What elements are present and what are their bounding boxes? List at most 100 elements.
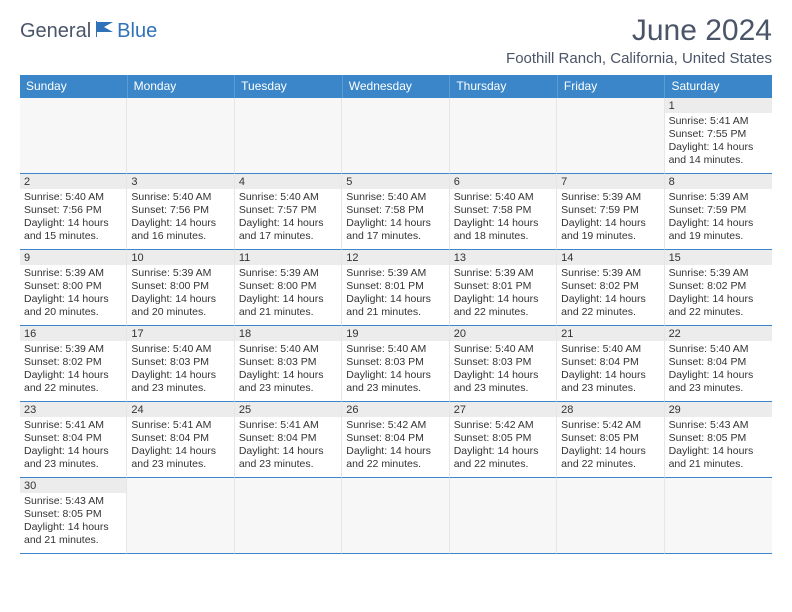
daynum-bar: 9: [20, 250, 126, 265]
daynum-bar: 17: [127, 326, 233, 341]
day-number: 29: [669, 404, 768, 416]
sunset-text: Sunset: 8:02 PM: [669, 280, 768, 293]
location: Foothill Ranch, California, United State…: [506, 50, 772, 67]
sunset-text: Sunset: 8:05 PM: [561, 432, 659, 445]
sunrise-text: Sunrise: 5:41 AM: [24, 419, 122, 432]
day-number: 18: [239, 328, 337, 340]
daylight-text: Daylight: 14 hours and 23 minutes.: [346, 369, 444, 395]
sunrise-text: Sunrise: 5:39 AM: [561, 191, 659, 204]
daylight-text: Daylight: 14 hours and 22 minutes.: [24, 369, 122, 395]
sunrise-text: Sunrise: 5:40 AM: [131, 343, 229, 356]
daylight-text: Daylight: 14 hours and 21 minutes.: [239, 293, 337, 319]
daylight-text: Daylight: 14 hours and 18 minutes.: [454, 217, 552, 243]
day-number: 6: [454, 176, 552, 188]
day-number: 26: [346, 404, 444, 416]
flag-icon: [95, 20, 117, 43]
sunset-text: Sunset: 8:03 PM: [346, 356, 444, 369]
day-body: Sunrise: 5:39 AMSunset: 8:00 PMDaylight:…: [235, 265, 341, 323]
sunrise-text: Sunrise: 5:39 AM: [669, 191, 768, 204]
daylight-text: Daylight: 14 hours and 20 minutes.: [131, 293, 229, 319]
day-number: 5: [346, 176, 444, 188]
day-body: Sunrise: 5:42 AMSunset: 8:05 PMDaylight:…: [450, 417, 556, 475]
weekday-header: Friday: [558, 75, 666, 98]
day-body: Sunrise: 5:39 AMSunset: 8:01 PMDaylight:…: [450, 265, 556, 323]
calendar-cell-blank: [450, 478, 557, 554]
calendar-cell: 3Sunrise: 5:40 AMSunset: 7:56 PMDaylight…: [127, 174, 234, 250]
day-body: Sunrise: 5:39 AMSunset: 8:02 PMDaylight:…: [665, 265, 772, 323]
day-body: Sunrise: 5:39 AMSunset: 8:02 PMDaylight:…: [20, 341, 126, 399]
day-body: Sunrise: 5:40 AMSunset: 7:57 PMDaylight:…: [235, 189, 341, 247]
sunset-text: Sunset: 8:03 PM: [131, 356, 229, 369]
day-body: Sunrise: 5:40 AMSunset: 7:56 PMDaylight:…: [127, 189, 233, 247]
sunset-text: Sunset: 8:01 PM: [454, 280, 552, 293]
daylight-text: Daylight: 14 hours and 23 minutes.: [131, 369, 229, 395]
calendar-cell: 25Sunrise: 5:41 AMSunset: 8:04 PMDayligh…: [235, 402, 342, 478]
calendar-cell-blank: [342, 98, 449, 174]
daylight-text: Daylight: 14 hours and 14 minutes.: [669, 141, 768, 167]
daylight-text: Daylight: 14 hours and 19 minutes.: [561, 217, 659, 243]
daynum-bar: 15: [665, 250, 772, 265]
brand-logo: General Blue: [20, 20, 157, 43]
calendar-cell: 11Sunrise: 5:39 AMSunset: 8:00 PMDayligh…: [235, 250, 342, 326]
calendar-cell: 28Sunrise: 5:42 AMSunset: 8:05 PMDayligh…: [557, 402, 664, 478]
daynum-bar: 23: [20, 402, 126, 417]
day-number: 14: [561, 252, 659, 264]
daynum-bar: 6: [450, 174, 556, 189]
sunrise-text: Sunrise: 5:43 AM: [669, 419, 768, 432]
calendar-cell: 24Sunrise: 5:41 AMSunset: 8:04 PMDayligh…: [127, 402, 234, 478]
calendar-cell: 29Sunrise: 5:43 AMSunset: 8:05 PMDayligh…: [665, 402, 772, 478]
day-body: Sunrise: 5:40 AMSunset: 8:03 PMDaylight:…: [235, 341, 341, 399]
calendar-cell-blank: [127, 98, 234, 174]
weekday-header: Wednesday: [343, 75, 451, 98]
calendar-cell-blank: [342, 478, 449, 554]
sunrise-text: Sunrise: 5:42 AM: [561, 419, 659, 432]
day-number: 24: [131, 404, 229, 416]
calendar-grid: 1Sunrise: 5:41 AMSunset: 7:55 PMDaylight…: [20, 98, 772, 554]
calendar-cell-blank: [557, 478, 664, 554]
calendar-cell-blank: [557, 98, 664, 174]
sunrise-text: Sunrise: 5:42 AM: [454, 419, 552, 432]
daylight-text: Daylight: 14 hours and 17 minutes.: [239, 217, 337, 243]
day-body: Sunrise: 5:42 AMSunset: 8:05 PMDaylight:…: [557, 417, 663, 475]
daynum-bar: 10: [127, 250, 233, 265]
daynum-bar: 19: [342, 326, 448, 341]
calendar-cell: 17 Sunrise: 5:40 AMSunset: 8:03 PMDayligh…: [127, 326, 234, 402]
day-number: 25: [239, 404, 337, 416]
weekday-header: Saturday: [665, 75, 772, 98]
calendar-cell: 9Sunrise: 5:39 AMSunset: 8:00 PMDaylight…: [20, 250, 127, 326]
sunset-text: Sunset: 7:58 PM: [346, 204, 444, 217]
calendar-cell: 15Sunrise: 5:39 AMSunset: 8:02 PMDayligh…: [665, 250, 772, 326]
sunrise-text: Sunrise: 5:39 AM: [454, 267, 552, 280]
daylight-text: Daylight: 14 hours and 23 minutes.: [561, 369, 659, 395]
daynum-bar: 7: [557, 174, 663, 189]
day-number: 13: [454, 252, 552, 264]
calendar-cell: 23Sunrise: 5:41 AMSunset: 8:04 PMDayligh…: [20, 402, 127, 478]
daynum-bar: 16: [20, 326, 126, 341]
daylight-text: Daylight: 14 hours and 23 minutes.: [239, 445, 337, 471]
calendar-cell: 26Sunrise: 5:42 AMSunset: 8:04 PMDayligh…: [342, 402, 449, 478]
sunset-text: Sunset: 8:05 PM: [24, 508, 122, 521]
daynum-bar: 28: [557, 402, 663, 417]
weekday-header: Monday: [128, 75, 236, 98]
daynum-bar: 20: [450, 326, 556, 341]
sunrise-text: Sunrise: 5:40 AM: [346, 343, 444, 356]
daylight-text: Daylight: 14 hours and 22 minutes.: [454, 293, 552, 319]
sunset-text: Sunset: 8:04 PM: [561, 356, 659, 369]
day-body: Sunrise: 5:40 AMSunset: 8:03 PMDaylight:…: [450, 341, 556, 399]
day-number: 8: [669, 176, 768, 188]
sunset-text: Sunset: 8:02 PM: [24, 356, 122, 369]
calendar-cell: 13Sunrise: 5:39 AMSunset: 8:01 PMDayligh…: [450, 250, 557, 326]
calendar-cell: 12Sunrise: 5:39 AMSunset: 8:01 PMDayligh…: [342, 250, 449, 326]
calendar-cell: 16Sunrise: 5:39 AMSunset: 8:02 PMDayligh…: [20, 326, 127, 402]
sunrise-text: Sunrise: 5:40 AM: [239, 343, 337, 356]
sunset-text: Sunset: 7:59 PM: [669, 204, 768, 217]
sunset-text: Sunset: 7:56 PM: [131, 204, 229, 217]
title-block: June 2024 Foothill Ranch, California, Un…: [506, 14, 772, 67]
day-number: 2: [24, 176, 122, 188]
daylight-text: Daylight: 14 hours and 22 minutes.: [561, 293, 659, 319]
sunset-text: Sunset: 7:55 PM: [669, 128, 768, 141]
calendar-cell-blank: [127, 478, 234, 554]
calendar-cell: 20Sunrise: 5:40 AMSunset: 8:03 PMDayligh…: [450, 326, 557, 402]
day-body: Sunrise: 5:42 AMSunset: 8:04 PMDaylight:…: [342, 417, 448, 475]
day-number: 7: [561, 176, 659, 188]
